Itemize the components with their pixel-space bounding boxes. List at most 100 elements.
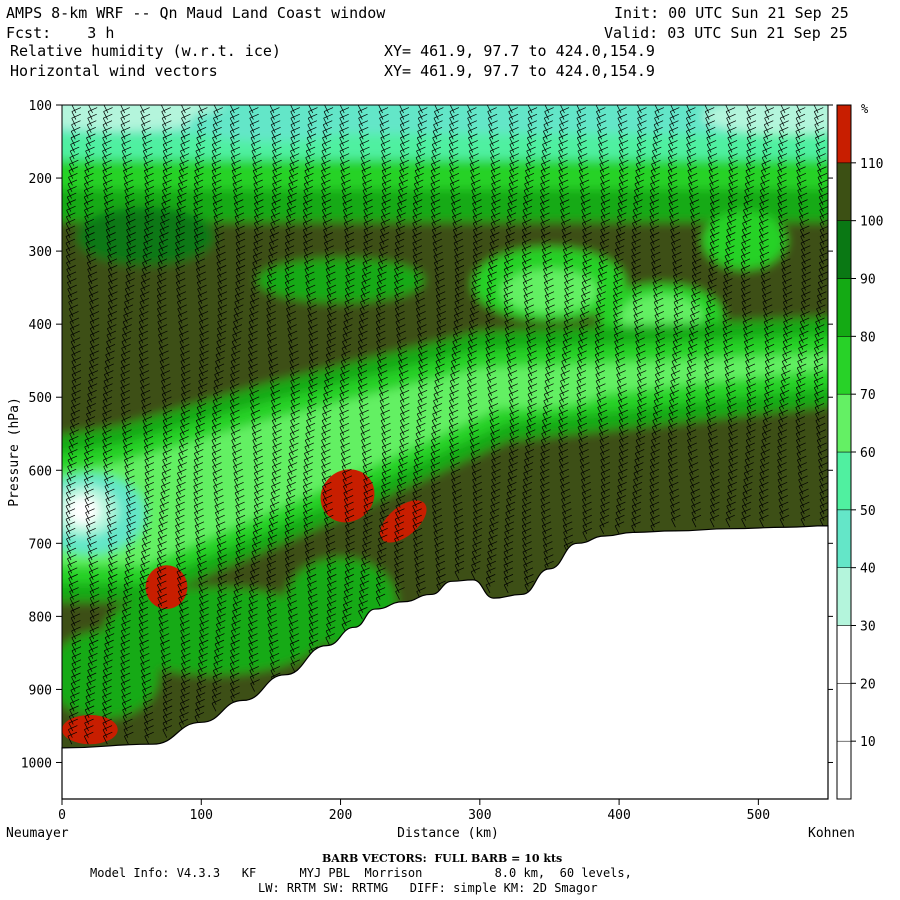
- wind-barb-column: [649, 105, 665, 534]
- wind-barb-column: [138, 105, 155, 745]
- wind-barb-column: [248, 105, 264, 692]
- wind-barb-column: [448, 105, 465, 580]
- x-axis-label: Distance (km): [397, 826, 499, 841]
- colorbar-swatch: [836, 625, 852, 684]
- wind-barb-column: [485, 105, 501, 594]
- x-tick-label: 200: [329, 808, 352, 823]
- wind-barb-column: [120, 105, 136, 745]
- wind-barb-column: [667, 105, 684, 528]
- wind-barb-column: [156, 105, 173, 738]
- wind-barb-column: [412, 105, 428, 600]
- colorbar-swatch: [836, 509, 852, 568]
- rh-supersaturated-2: [145, 565, 188, 610]
- rh-tongue-inner: [62, 353, 828, 566]
- wind-barb-column: [612, 105, 629, 534]
- colorbar-label: 20: [860, 677, 876, 692]
- wind-barb-column: [740, 105, 757, 528]
- y-tick-label: 100: [29, 99, 52, 114]
- wind-barb-column: [175, 105, 191, 732]
- wind-barb-column: [65, 105, 82, 745]
- y-tick-label: 800: [29, 610, 52, 625]
- y-tick-label: 500: [29, 391, 52, 406]
- colorbar-label: 30: [860, 620, 876, 635]
- colorbar-swatch: [836, 451, 852, 511]
- forecast-hour: Fcst: 3 h: [6, 24, 115, 42]
- barb-legend: BARB VECTORS: FULL BARB = 10 kts: [322, 852, 563, 865]
- wind-barb-column: [266, 105, 282, 686]
- wind-barb-column: [375, 105, 392, 607]
- colorbar-frame: [836, 104, 852, 800]
- wind-barb-column: [357, 105, 374, 620]
- rh-top-dry-mid: [187, 105, 355, 142]
- y-axis-label: Pressure (hPa): [7, 397, 22, 507]
- colorbar-label: 60: [860, 446, 876, 461]
- model-info-line2: LW: RRTM SW: RRTMG DIFF: simple KM: 2D S…: [258, 881, 598, 895]
- plot-frame: [61, 104, 829, 800]
- colorbar-swatch: [836, 104, 852, 164]
- rh-tongue-upper: [438, 371, 606, 409]
- wind-barb-column: [558, 105, 574, 554]
- x-tick-label: 100: [190, 808, 213, 823]
- valid-time: Valid: 03 UTC Sun 21 Sep 25: [604, 24, 848, 42]
- wind-barb-column: [467, 105, 483, 580]
- wind-barb-column: [229, 105, 246, 705]
- wind-barb-column: [83, 105, 100, 745]
- y-tick-label: 600: [29, 464, 52, 479]
- wind-barb-column: [594, 105, 611, 534]
- colorbar-label: 70: [860, 388, 876, 403]
- wind-barb-column: [813, 105, 828, 528]
- colorbar: 10 20 30 40 50 60 70 80 90 100 110: [836, 104, 883, 800]
- y-tick-label: 900: [29, 683, 52, 698]
- rh-moist-mid: [256, 258, 425, 303]
- model-info-line1: Model Info: V4.3.3 KF MYJ PBL Morrison 8…: [90, 866, 632, 880]
- field-label-wind: Horizontal wind vectors: [10, 62, 218, 80]
- colorbar-swatch: [836, 336, 852, 395]
- wind-barb-column: [193, 105, 209, 725]
- colorbar-swatch: [836, 220, 852, 279]
- colorbar-swatch: [836, 740, 852, 800]
- xy-range-1: XY= 461.9, 97.7 to 424.0,154.9: [384, 42, 655, 60]
- wind-barb-column: [284, 105, 301, 673]
- wind-barb-column: [758, 105, 775, 528]
- x-tick-label: 300: [468, 808, 491, 823]
- colorbar-swatch: [836, 567, 852, 626]
- colorbar-swatch: [836, 162, 852, 221]
- colorbar-label: 110: [860, 157, 883, 172]
- x-tick-label: 0: [58, 808, 66, 823]
- y-axis: 100 200 300 400 500 600 700 800 900 1000: [21, 99, 833, 771]
- wind-barb-column: [430, 105, 446, 594]
- colorbar-swatch: [836, 278, 852, 337]
- chart-title: AMPS 8-km WRF -- Qn Maud Land Coast wind…: [6, 4, 386, 22]
- colorbar-label: 90: [860, 273, 876, 288]
- colorbar-label: 50: [860, 504, 876, 519]
- field-label-humidity: Relative humidity (w.r.t. ice): [10, 42, 281, 60]
- y-tick-label: 200: [29, 172, 52, 187]
- colorbar-swatch: [836, 683, 852, 742]
- wind-barb-column: [321, 105, 337, 646]
- wind-barb-column: [722, 105, 738, 528]
- wind-barb-column: [631, 105, 647, 534]
- colorbar-label: 10: [860, 735, 876, 750]
- xy-range-2: XY= 461.9, 97.7 to 424.0,154.9: [384, 62, 655, 80]
- y-tick-label: 300: [29, 245, 52, 260]
- y-tick-label: 400: [29, 318, 52, 333]
- wind-barb-column: [503, 105, 519, 594]
- wind-barb-column: [521, 105, 538, 594]
- colorbar-label: 40: [860, 562, 876, 577]
- x-tick-label: 500: [747, 808, 770, 823]
- wind-barb-column: [777, 105, 793, 528]
- wind-barb-column: [339, 105, 355, 633]
- wind-barb-column: [704, 105, 720, 528]
- wind-barb-column: [795, 105, 811, 528]
- rh-supersaturated-0: [320, 469, 375, 523]
- rh-dry-pocket-1-core: [500, 269, 599, 314]
- y-tick-label: 700: [29, 537, 52, 552]
- wind-barb-column: [102, 105, 118, 745]
- rh-dry-pocket-3: [702, 210, 787, 270]
- rh-tongue-mid: [62, 335, 828, 584]
- wind-barb-column: [211, 105, 228, 712]
- colorbar-label: 80: [860, 330, 876, 345]
- x-end-location: Kohnen: [808, 826, 855, 841]
- terrain-surface: [61, 525, 829, 800]
